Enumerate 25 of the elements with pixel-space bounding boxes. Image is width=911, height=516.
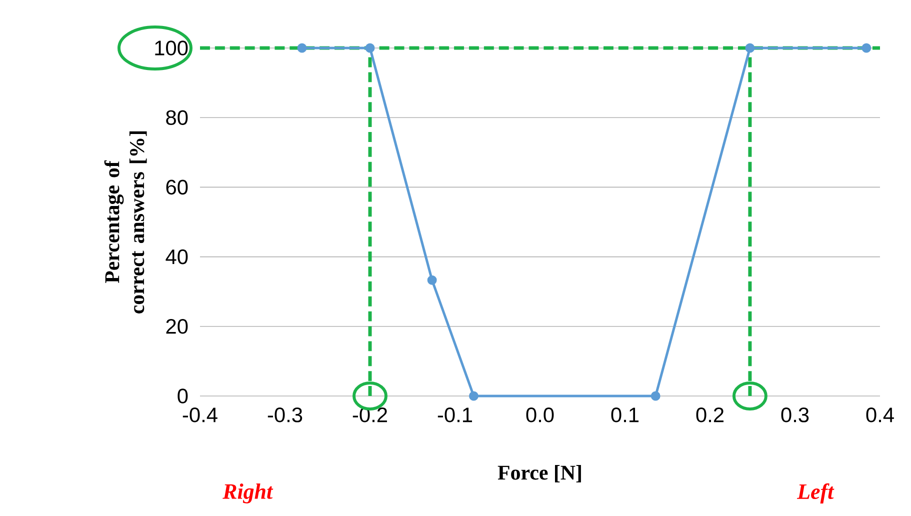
point: [745, 43, 755, 53]
x-tick-label: -0.3: [268, 407, 302, 422]
x-tick-label: 0.0: [526, 407, 554, 422]
y-tick-label: 100: [155, 40, 188, 56]
y-tick-label: 0: [178, 388, 188, 404]
y-tick-label: 20: [166, 318, 188, 334]
x-tick-label: -0.4: [182, 407, 218, 422]
y-axis-title: Percentage of correct answers [%]: [104, 131, 147, 314]
x-tick-label: 0.3: [781, 407, 809, 422]
point: [365, 43, 375, 53]
y-tick-label: 80: [166, 110, 188, 125]
x-tick-label: 0.4: [866, 407, 894, 422]
x-tick-label: 0.1: [611, 407, 639, 422]
text: Right: [222, 484, 274, 504]
point: [862, 43, 872, 53]
x-tick-label: 0.2: [696, 407, 724, 422]
x-tick-label: -0.1: [438, 407, 472, 422]
x-axis-title: Force [N]: [498, 465, 581, 482]
point: [427, 275, 437, 285]
point: [468, 391, 478, 401]
y-tick-label: 40: [166, 249, 188, 264]
text: Left: [796, 483, 834, 504]
y-tick-label: 60: [166, 180, 188, 195]
point: [650, 391, 660, 401]
point: [297, 43, 307, 53]
